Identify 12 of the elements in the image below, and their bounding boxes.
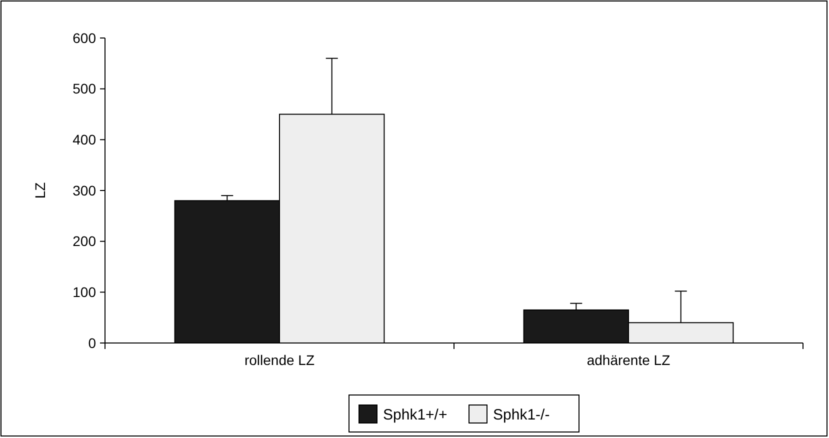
y-tick-label: 100 — [72, 284, 96, 300]
x-tick-label: adhärente LZ — [586, 352, 671, 368]
legend-label: Sphk1+/+ — [383, 406, 448, 424]
y-tick-label: 400 — [72, 132, 96, 148]
y-tick-label: 300 — [72, 182, 96, 198]
y-axis-title: LZ — [32, 182, 48, 199]
y-tick-label: 600 — [72, 30, 96, 46]
y-tick-label: 200 — [72, 233, 96, 250]
y-tick-label: 0 — [88, 334, 96, 351]
y-tick-label: 500 — [72, 80, 96, 97]
x-tick-label: rollende LZ — [244, 352, 315, 368]
legend-label: Sphk1-/- — [493, 406, 550, 424]
